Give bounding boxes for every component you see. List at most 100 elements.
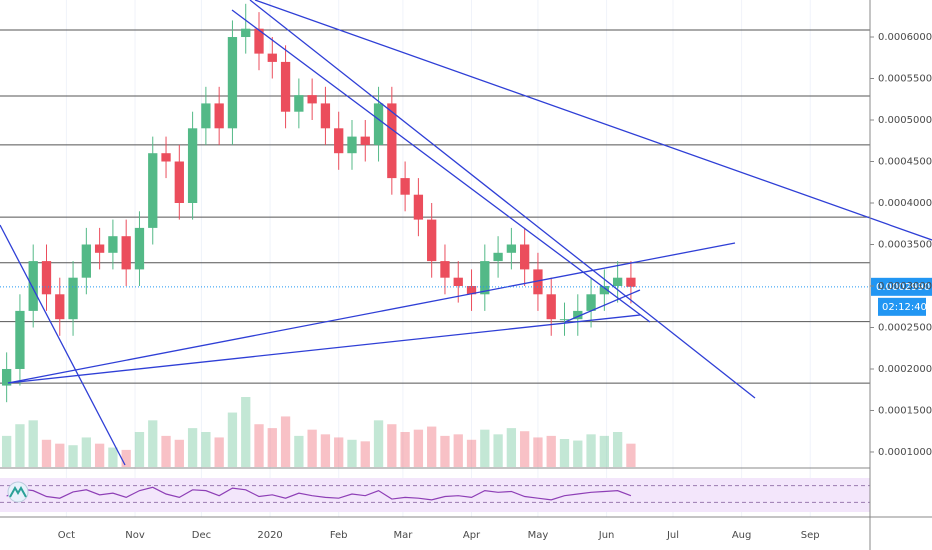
x-tick-label: May <box>528 530 549 541</box>
candle-body <box>227 37 238 129</box>
candle-body <box>466 285 477 295</box>
candle-body <box>148 153 158 228</box>
volume-bar <box>174 439 184 467</box>
volume-bar <box>294 435 304 467</box>
candle-body <box>28 261 38 311</box>
candle-body <box>241 28 251 38</box>
volume-bar <box>546 435 556 467</box>
candle-body <box>493 252 503 262</box>
volume-bar <box>201 432 211 467</box>
candle-body <box>294 95 304 112</box>
candle-body <box>161 153 171 162</box>
candle-body <box>15 310 25 369</box>
candle-body <box>440 261 450 278</box>
trend-line <box>7 242 736 384</box>
last-price-box <box>871 277 932 296</box>
y-tick-label: 0.0001000 <box>878 447 932 458</box>
candle-body <box>55 294 65 320</box>
x-tick-label: 2020 <box>257 530 282 541</box>
countdown-label: 02:12:40 <box>882 302 927 313</box>
volume-bar <box>55 443 65 467</box>
volume-bar <box>599 435 609 467</box>
candles <box>1 3 636 403</box>
volume-bar <box>280 416 291 467</box>
y-tick-label: 0.0003500 <box>878 239 932 250</box>
candle-body <box>626 277 636 287</box>
x-tick-label: Sep <box>801 530 820 541</box>
volume-bar <box>94 443 105 467</box>
volume-bar <box>360 441 370 467</box>
volume-bar <box>254 424 264 467</box>
volume-bar <box>161 435 171 467</box>
candle-body <box>121 236 131 270</box>
candle-body <box>520 244 530 270</box>
volume-bar <box>121 449 131 467</box>
candle-body <box>174 161 184 204</box>
y-tick-label: 0.0002500 <box>878 322 932 333</box>
volume-bar <box>81 437 91 467</box>
candle-body <box>453 277 463 286</box>
candle-body <box>41 261 52 295</box>
candle-body <box>134 227 145 270</box>
volume-bar <box>241 397 251 467</box>
volume-bar <box>506 428 517 467</box>
volume-bar <box>214 437 224 467</box>
levels <box>0 29 870 384</box>
volume-bar <box>108 447 118 467</box>
volume-bar <box>493 434 503 467</box>
y-tick-label: 0.0005000 <box>878 115 932 126</box>
candle-body <box>94 244 105 253</box>
volume-bar <box>466 439 477 467</box>
volume-bar <box>320 434 331 467</box>
candle-body <box>427 219 437 262</box>
candle-body <box>612 277 623 286</box>
y-tick-label: 0.0005500 <box>878 74 932 85</box>
volume-bar <box>427 426 437 467</box>
trend-line <box>249 0 756 399</box>
volume-bar <box>28 420 38 467</box>
x-tick-label: Aug <box>732 530 752 541</box>
volume-bar <box>41 439 52 467</box>
y-tick-label: 0.0004500 <box>878 157 932 168</box>
axes: 0.0001000 0.0001500 0.0002000 0.0002500 0.00… <box>58 32 932 541</box>
candle-body <box>533 269 543 295</box>
x-tick-label: Oct <box>58 530 75 541</box>
candle-body <box>307 95 317 104</box>
y-tick-label: 0.0002000 <box>878 364 932 375</box>
volume-bar <box>187 428 198 467</box>
candle-body <box>546 294 556 320</box>
candle-body <box>599 285 609 295</box>
volume-bar <box>400 432 410 467</box>
candle-body <box>413 194 424 220</box>
trend-line <box>564 289 641 323</box>
countdown-box <box>878 297 926 316</box>
x-tick-label: Nov <box>125 530 145 541</box>
candle-body <box>280 61 291 112</box>
candle-body <box>586 294 596 311</box>
candle-body <box>334 128 344 154</box>
candle-body <box>360 136 370 145</box>
candle-body <box>267 53 277 62</box>
volume-bar <box>559 439 570 467</box>
y-tick-label: 0.0003000 <box>878 281 932 292</box>
candle-body <box>480 261 490 295</box>
volume-bar <box>586 434 596 467</box>
volume-bar <box>573 440 583 467</box>
candle-body <box>81 244 91 278</box>
volume-bar <box>453 434 463 467</box>
candle-body <box>506 244 517 253</box>
volume-bar <box>68 445 78 467</box>
volume-bar <box>227 412 238 467</box>
candle-body <box>201 103 211 129</box>
candle-body <box>559 319 570 321</box>
trend-line <box>0 224 126 466</box>
x-tick-label: Dec <box>192 530 211 541</box>
candle-body <box>187 128 198 204</box>
volume-bar <box>387 424 397 467</box>
y-tick-label: 0.0004000 <box>878 198 932 209</box>
volume-bar <box>334 437 344 467</box>
y-tick-label: 0.0001500 <box>878 405 932 416</box>
x-tick-label: Jul <box>666 530 679 541</box>
